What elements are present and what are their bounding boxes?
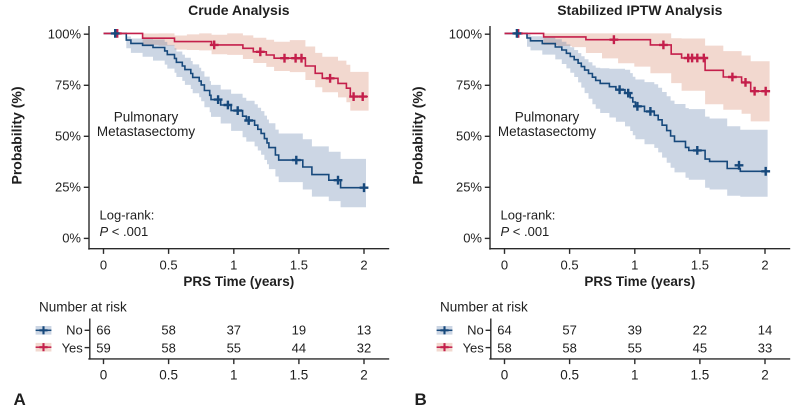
svg-text:55: 55: [227, 340, 241, 355]
svg-text:2: 2: [761, 258, 768, 273]
svg-text:55: 55: [628, 340, 642, 355]
svg-text:P < .001: P < .001: [501, 224, 550, 239]
svg-text:0: 0: [100, 258, 107, 273]
svg-text:33: 33: [758, 340, 772, 355]
svg-text:Metastasectomy: Metastasectomy: [97, 124, 196, 139]
svg-text:100%: 100%: [449, 26, 483, 41]
svg-text:Pulmonary: Pulmonary: [515, 109, 580, 124]
svg-text:0%: 0%: [62, 231, 81, 246]
svg-text:Crude Analysis: Crude Analysis: [188, 2, 290, 18]
svg-text:1.5: 1.5: [691, 367, 710, 382]
svg-text:58: 58: [497, 340, 511, 355]
svg-text:0.5: 0.5: [160, 258, 178, 273]
svg-text:57: 57: [562, 322, 576, 337]
svg-text:Number at risk: Number at risk: [39, 299, 127, 314]
svg-text:66: 66: [96, 322, 110, 337]
svg-text:75%: 75%: [55, 78, 81, 93]
svg-text:Yes: Yes: [62, 340, 84, 355]
svg-text:2: 2: [360, 258, 367, 273]
svg-text:No: No: [66, 322, 83, 337]
svg-text:1.5: 1.5: [290, 258, 308, 273]
svg-text:50%: 50%: [456, 129, 482, 144]
svg-text:PRS Time (years): PRS Time (years): [584, 274, 695, 289]
svg-text:100%: 100%: [48, 26, 82, 41]
svg-text:1: 1: [631, 367, 639, 382]
svg-text:Yes: Yes: [463, 340, 485, 355]
svg-text:2: 2: [360, 367, 368, 382]
svg-text:Number at risk: Number at risk: [440, 299, 528, 314]
svg-text:1: 1: [230, 258, 237, 273]
svg-text:19: 19: [292, 322, 306, 337]
svg-text:64: 64: [497, 322, 511, 337]
svg-text:44: 44: [292, 340, 306, 355]
svg-text:32: 32: [357, 340, 371, 355]
svg-text:0.5: 0.5: [560, 367, 579, 382]
svg-text:No: No: [467, 322, 484, 337]
svg-text:Probability (%): Probability (%): [9, 86, 25, 184]
svg-text:58: 58: [161, 322, 175, 337]
svg-text:Pulmonary: Pulmonary: [114, 109, 179, 124]
svg-text:58: 58: [562, 340, 576, 355]
svg-text:13: 13: [357, 322, 371, 337]
svg-text:B: B: [415, 390, 427, 409]
svg-text:PRS Time (years): PRS Time (years): [183, 274, 294, 289]
svg-text:Metastasectomy: Metastasectomy: [498, 124, 597, 139]
svg-text:0: 0: [501, 258, 508, 273]
svg-text:37: 37: [227, 322, 241, 337]
svg-text:1.5: 1.5: [691, 258, 709, 273]
svg-text:Log-rank:: Log-rank:: [501, 207, 556, 222]
svg-text:0.5: 0.5: [561, 258, 579, 273]
svg-text:14: 14: [758, 322, 772, 337]
svg-text:25%: 25%: [55, 180, 81, 195]
svg-text:0: 0: [501, 367, 509, 382]
svg-text:59: 59: [96, 340, 110, 355]
svg-text:0: 0: [100, 367, 108, 382]
svg-text:0%: 0%: [463, 231, 482, 246]
svg-text:25%: 25%: [456, 180, 482, 195]
svg-text:1.5: 1.5: [290, 367, 309, 382]
svg-text:Probability (%): Probability (%): [410, 86, 426, 184]
svg-text:A: A: [14, 390, 26, 409]
svg-text:50%: 50%: [55, 129, 81, 144]
svg-text:58: 58: [161, 340, 175, 355]
svg-text:75%: 75%: [456, 78, 482, 93]
svg-text:1: 1: [230, 367, 238, 382]
svg-text:2: 2: [761, 367, 769, 382]
svg-text:22: 22: [693, 322, 707, 337]
svg-text:39: 39: [628, 322, 642, 337]
svg-text:45: 45: [693, 340, 707, 355]
svg-text:1: 1: [631, 258, 638, 273]
svg-text:Log-rank:: Log-rank:: [100, 207, 155, 222]
svg-text:0.5: 0.5: [159, 367, 178, 382]
svg-text:P < .001: P < .001: [100, 224, 149, 239]
svg-text:Stabilized IPTW Analysis: Stabilized IPTW Analysis: [557, 2, 722, 18]
